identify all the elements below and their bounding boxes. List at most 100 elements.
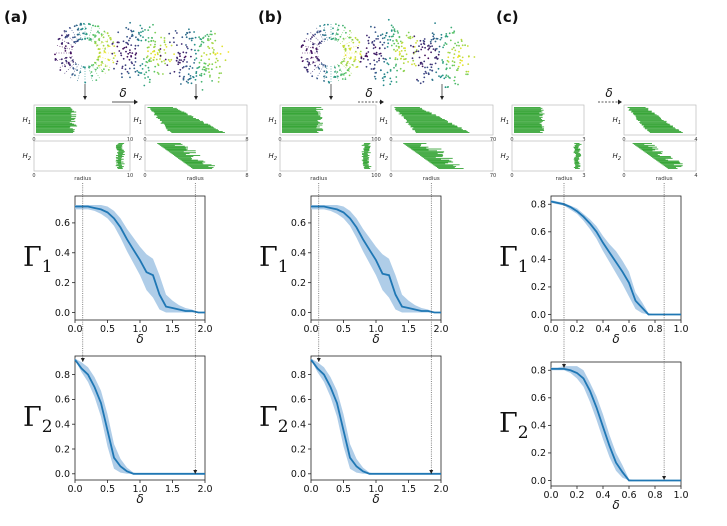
point <box>318 67 321 70</box>
barcode-bar <box>115 156 122 158</box>
barcode-bar <box>514 119 543 120</box>
y-tick-label: 0.6 <box>291 395 306 406</box>
barcode-bar <box>412 149 429 151</box>
point <box>407 36 410 39</box>
point <box>175 59 178 62</box>
barcode-bar <box>282 109 316 111</box>
barcode-bar <box>413 127 462 129</box>
radius-label: radius <box>656 176 673 182</box>
homology-dimension: 2 <box>506 156 509 162</box>
point <box>88 39 91 41</box>
point <box>99 51 101 54</box>
point <box>214 39 217 42</box>
point <box>84 37 86 40</box>
point <box>164 52 167 54</box>
point <box>179 52 181 55</box>
point <box>122 57 125 60</box>
x-tick-label: 0.0 <box>67 324 82 335</box>
point <box>349 30 351 32</box>
point <box>369 62 372 65</box>
point <box>411 57 414 60</box>
point <box>182 51 185 54</box>
point <box>387 63 390 66</box>
barcode-bar <box>406 120 448 122</box>
point <box>207 39 210 42</box>
gamma-symbol: Γ <box>23 402 42 433</box>
point <box>359 53 362 55</box>
point <box>317 43 320 45</box>
barcode-bar <box>417 153 438 155</box>
point <box>419 63 422 65</box>
barcode-bar <box>161 145 185 147</box>
barcode-bar <box>179 158 192 160</box>
point <box>432 48 435 50</box>
point <box>183 75 186 78</box>
chart-b-gamma2: 0.0 0.5 1.0 1.5 2.0 0.0 0.2 0.4 0.6 0.8 δ Γ2 <box>259 355 449 506</box>
barcode-bar <box>362 153 368 155</box>
y-tick-label: 0.6 <box>291 218 306 229</box>
point <box>101 41 103 43</box>
barcode-bar <box>667 168 678 169</box>
homology-letter: H <box>613 152 619 160</box>
point <box>415 49 418 51</box>
y-tick-label: 0.6 <box>55 395 70 406</box>
point <box>454 76 456 79</box>
point <box>198 36 201 38</box>
point <box>100 64 103 66</box>
point <box>184 55 187 58</box>
point <box>153 45 156 48</box>
point <box>336 71 339 73</box>
point-cloud <box>54 22 117 84</box>
point <box>365 54 367 57</box>
point <box>91 64 93 67</box>
point <box>75 24 78 27</box>
barcode-bar <box>282 113 321 115</box>
barcode-bar <box>430 162 449 164</box>
barcode-bar <box>36 119 75 120</box>
barcode-tick: 0 <box>389 137 392 143</box>
point <box>55 58 57 61</box>
point <box>71 73 74 76</box>
point <box>144 39 147 42</box>
point <box>419 82 422 85</box>
point <box>150 60 152 63</box>
point <box>308 63 311 65</box>
point <box>147 40 150 43</box>
point <box>412 59 415 62</box>
barcode-tick: 8 <box>245 137 248 143</box>
homology-label: H2 <box>501 152 509 162</box>
point <box>186 46 188 48</box>
spoke <box>322 23 328 41</box>
point <box>375 38 378 40</box>
point <box>121 65 124 68</box>
barcode-bar <box>401 115 437 117</box>
point <box>220 72 223 74</box>
point <box>411 36 414 39</box>
point <box>442 62 444 64</box>
point <box>366 34 368 37</box>
y-tick-label: 0.0 <box>291 308 306 319</box>
barcode-bar <box>36 110 74 112</box>
barcode-bar <box>411 148 442 150</box>
point <box>332 27 334 30</box>
chart-c-gamma1: 0.0 0.2 0.4 0.6 0.8 1.0 0.0 0.2 0.4 0.6 0.8 δ Γ1 <box>499 195 689 346</box>
point <box>113 45 116 47</box>
point <box>103 68 105 71</box>
barcode-bar <box>636 119 662 120</box>
barcode-bar <box>363 161 369 163</box>
barcode-tick: 0 <box>143 173 146 179</box>
y-tick-label: 0.0 <box>55 469 70 480</box>
barcode-bar <box>36 113 71 115</box>
barcode-bar <box>575 165 581 167</box>
point <box>344 54 347 57</box>
point <box>409 37 412 40</box>
barcode-bar <box>408 146 429 148</box>
point <box>420 43 423 46</box>
barcode-bar <box>661 163 683 165</box>
point <box>382 79 385 82</box>
point <box>207 68 210 70</box>
point <box>186 61 188 63</box>
point <box>148 60 151 63</box>
x-tick-label: 0.6 <box>621 490 636 501</box>
barcode-bar <box>361 151 369 153</box>
